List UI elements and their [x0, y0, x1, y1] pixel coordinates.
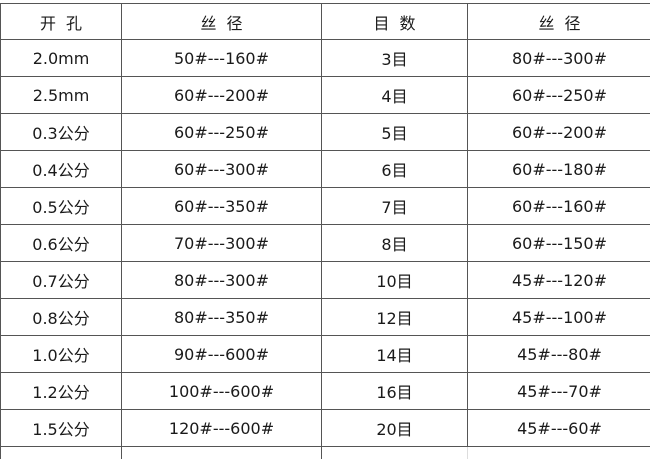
cell-opening: 1.0公分 — [1, 336, 122, 373]
cell-mesh: 8目 — [322, 225, 468, 262]
cell-wire-diameter-2: 45#---120# — [468, 262, 650, 299]
cell-opening: 2.5mm — [1, 77, 122, 114]
cell-empty — [122, 447, 322, 459]
cell-wire-diameter: 60#---250# — [122, 114, 322, 151]
cell-opening: 0.6公分 — [1, 225, 122, 262]
header-mesh: 目数 — [322, 4, 468, 40]
cell-mesh: 20目 — [322, 410, 468, 447]
cell-wire-diameter: 60#---200# — [122, 77, 322, 114]
cell-wire-diameter-2: 60#---180# — [468, 151, 650, 188]
cell-wire-diameter-2: 45#---80# — [468, 336, 650, 373]
cell-wire-diameter: 70#---300# — [122, 225, 322, 262]
cell-wire-diameter: 80#---300# — [122, 262, 322, 299]
header-wire-diameter: 丝径 — [122, 4, 322, 40]
cell-mesh: 16目 — [322, 373, 468, 410]
cell-wire-diameter: 80#---350# — [122, 299, 322, 336]
cell-wire-diameter-2: 45#---100# — [468, 299, 650, 336]
cell-wire-diameter: 120#---600# — [122, 410, 322, 447]
cell-empty — [322, 447, 468, 459]
cell-mesh: 4目 — [322, 77, 468, 114]
cell-wire-diameter-2: 60#---250# — [468, 77, 650, 114]
cell-opening: 0.7公分 — [1, 262, 122, 299]
cell-mesh: 7目 — [322, 188, 468, 225]
cell-opening: 0.8公分 — [1, 299, 122, 336]
header-opening: 开孔 — [1, 4, 122, 40]
cell-wire-diameter: 60#---300# — [122, 151, 322, 188]
cell-opening: 0.3公分 — [1, 114, 122, 151]
cell-opening: 2.0mm — [1, 40, 122, 77]
cell-mesh: 10目 — [322, 262, 468, 299]
cell-mesh: 12目 — [322, 299, 468, 336]
cell-wire-diameter-2: 45#---70# — [468, 373, 650, 410]
header-wire-diameter-2: 丝径 — [468, 4, 650, 40]
cell-opening: 1.5公分 — [1, 410, 122, 447]
cell-wire-diameter-2: 45#---60# — [468, 410, 650, 447]
cell-wire-diameter: 50#---160# — [122, 40, 322, 77]
cell-wire-diameter: 90#---600# — [122, 336, 322, 373]
cell-empty — [1, 447, 122, 459]
cell-mesh: 3目 — [322, 40, 468, 77]
cell-mesh: 5目 — [322, 114, 468, 151]
cell-opening: 1.2公分 — [1, 373, 122, 410]
cell-empty — [468, 447, 650, 459]
cell-wire-diameter-2: 60#---200# — [468, 114, 650, 151]
table-row-partial — [1, 447, 650, 459]
cell-wire-diameter: 60#---350# — [122, 188, 322, 225]
cell-mesh: 6目 — [322, 151, 468, 188]
cell-wire-diameter-2: 80#---300# — [468, 40, 650, 77]
cell-wire-diameter-2: 60#---150# — [468, 225, 650, 262]
cell-opening: 0.5公分 — [1, 188, 122, 225]
cell-opening: 0.4公分 — [1, 151, 122, 188]
header-row: 开孔 丝径 目数 丝径 — [1, 4, 650, 40]
cell-wire-diameter-2: 60#---160# — [468, 188, 650, 225]
cell-wire-diameter: 100#---600# — [122, 373, 322, 410]
cell-mesh: 14目 — [322, 336, 468, 373]
